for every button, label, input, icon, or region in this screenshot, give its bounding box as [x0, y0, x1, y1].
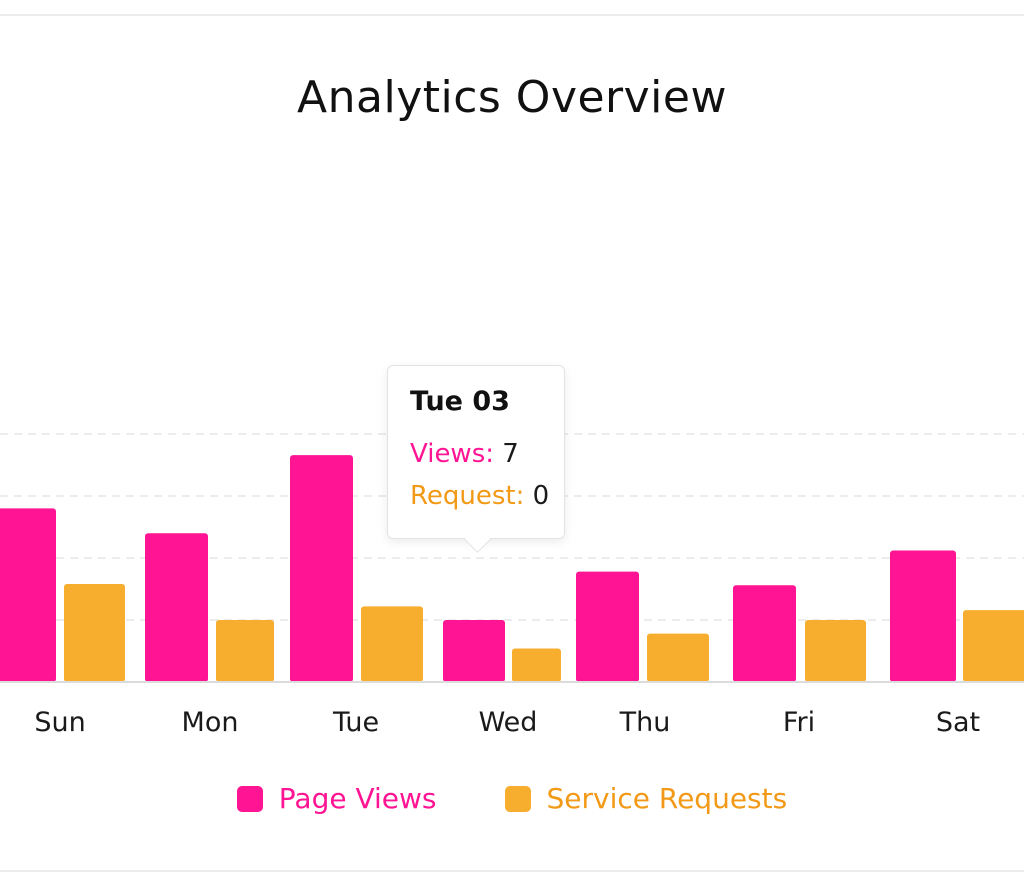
bar-service-requests-sat[interactable]: [963, 610, 1024, 682]
x-tick-label-thu: Thu: [619, 707, 671, 738]
hover-tooltip: Tue 03 Views: 7 Request: 0: [387, 365, 565, 539]
bottom-divider: [0, 870, 1024, 872]
legend-label-page-views: Page Views: [278, 782, 437, 815]
bar-page-views-thu[interactable]: [576, 571, 639, 682]
bar-page-views-sat[interactable]: [890, 550, 956, 682]
bar-service-requests-wed[interactable]: [512, 648, 561, 682]
legend-item-service-requests[interactable]: Service Requests: [504, 782, 788, 815]
bars: [0, 455, 1024, 682]
tooltip-request-row: Request: 0: [410, 475, 549, 517]
x-tick-label-mon: Mon: [182, 707, 239, 738]
x-tick-label-wed: Wed: [479, 707, 538, 738]
tooltip-request-label: Request:: [410, 481, 525, 511]
bar-page-views-fri[interactable]: [733, 585, 796, 682]
top-divider: [0, 14, 1024, 16]
legend-swatch-page-views: [236, 785, 263, 812]
bar-page-views-tue[interactable]: [290, 455, 353, 682]
x-tick-label-sun: Sun: [34, 707, 85, 738]
bar-page-views-sun[interactable]: [0, 508, 56, 682]
x-tick-label-sat: Sat: [936, 707, 980, 738]
bar-service-requests-thu[interactable]: [647, 633, 709, 682]
tooltip-views-label: Views:: [410, 439, 495, 469]
tooltip-date: Tue 03: [410, 386, 510, 417]
bar-service-requests-tue[interactable]: [361, 606, 423, 682]
x-tick-label-fri: Fri: [783, 707, 815, 738]
bar-page-views-wed[interactable]: [443, 620, 505, 682]
x-axis-labels: Sun Mon Tue Wed Thu Fri Sat: [34, 707, 980, 738]
legend-swatch-service-requests: [504, 785, 531, 812]
tooltip-request-value: 0: [532, 481, 550, 511]
tooltip-views-row: Views: 7: [410, 433, 542, 475]
x-tick-label-tue: Tue: [332, 707, 379, 738]
chart-legend: Page Views Service Requests: [0, 782, 1024, 815]
bar-service-requests-sun[interactable]: [64, 584, 125, 682]
bar-page-views-mon[interactable]: [145, 533, 208, 682]
legend-item-page-views[interactable]: Page Views: [236, 782, 437, 815]
bar-service-requests-fri[interactable]: [805, 620, 866, 682]
chart-title: Analytics Overview: [297, 72, 727, 123]
tooltip-views-value: 7: [502, 439, 519, 469]
bar-service-requests-mon[interactable]: [216, 620, 274, 682]
legend-label-service-requests: Service Requests: [546, 782, 788, 815]
